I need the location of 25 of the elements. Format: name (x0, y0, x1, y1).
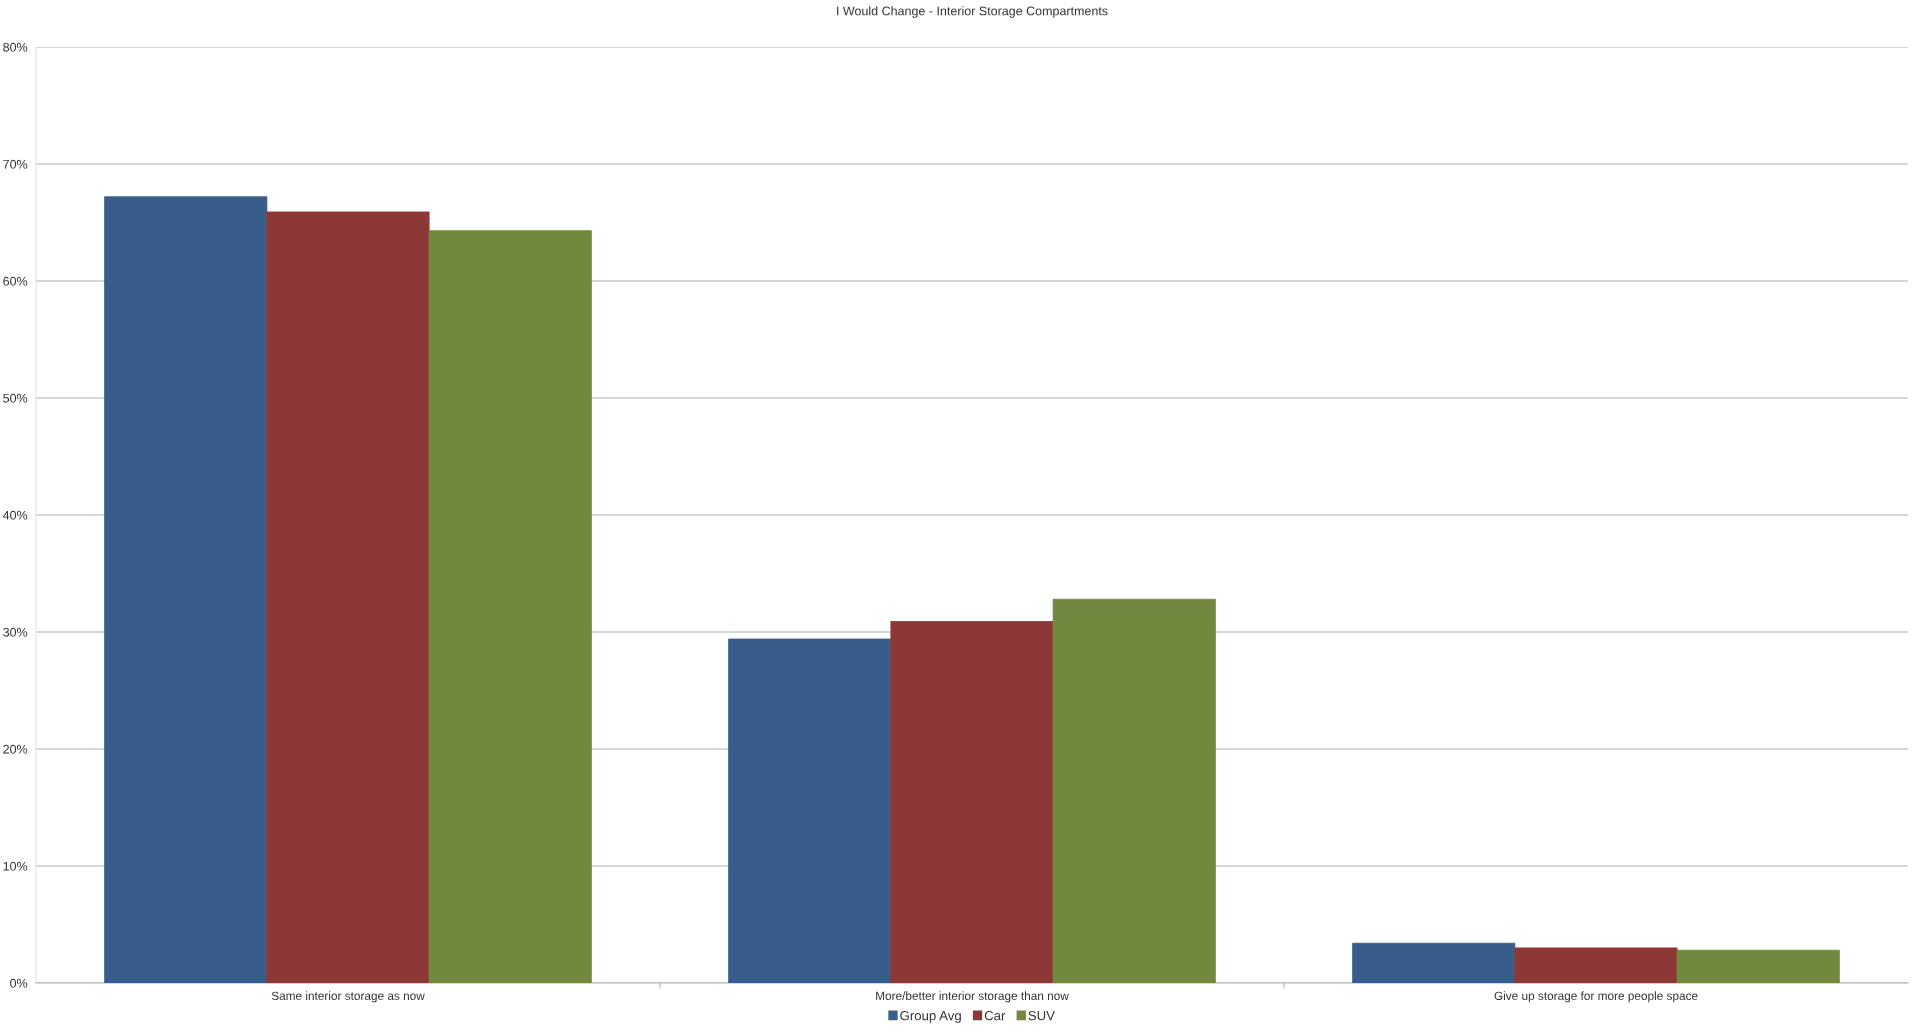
legend-label: SUV (1028, 1010, 1055, 1021)
chart-title: I Would Change - Interior Storage Compartments (837, 6, 1108, 18)
x-tick-label: Give up storage for more people space (1494, 991, 1698, 1003)
bar (728, 638, 892, 983)
y-tick-label: 40% (2, 510, 28, 520)
y-tick-label: 20% (3, 744, 28, 754)
bar (1676, 949, 1840, 983)
y-tick-label: 50% (3, 393, 28, 403)
legend-label: Group Avg (900, 1010, 961, 1023)
y-tick-label: 0% (10, 978, 28, 988)
bar (428, 230, 592, 983)
bar (1514, 947, 1678, 983)
bar (1352, 942, 1516, 983)
bar (1052, 598, 1216, 983)
bar (890, 621, 1054, 983)
x-tick-label: Same interior storage as now (271, 991, 425, 1003)
y-tick-label: 60% (3, 276, 28, 286)
bar (104, 196, 268, 983)
y-tick-label: 30% (3, 627, 28, 637)
bar (266, 211, 430, 983)
y-tick-label: 80% (3, 42, 28, 52)
y-tick-label: 10% (3, 861, 28, 871)
x-tick-label: More/better interior storage than now (876, 991, 1069, 1003)
legend-label: Car (984, 1010, 1006, 1021)
y-tick-label: 70% (3, 159, 28, 169)
